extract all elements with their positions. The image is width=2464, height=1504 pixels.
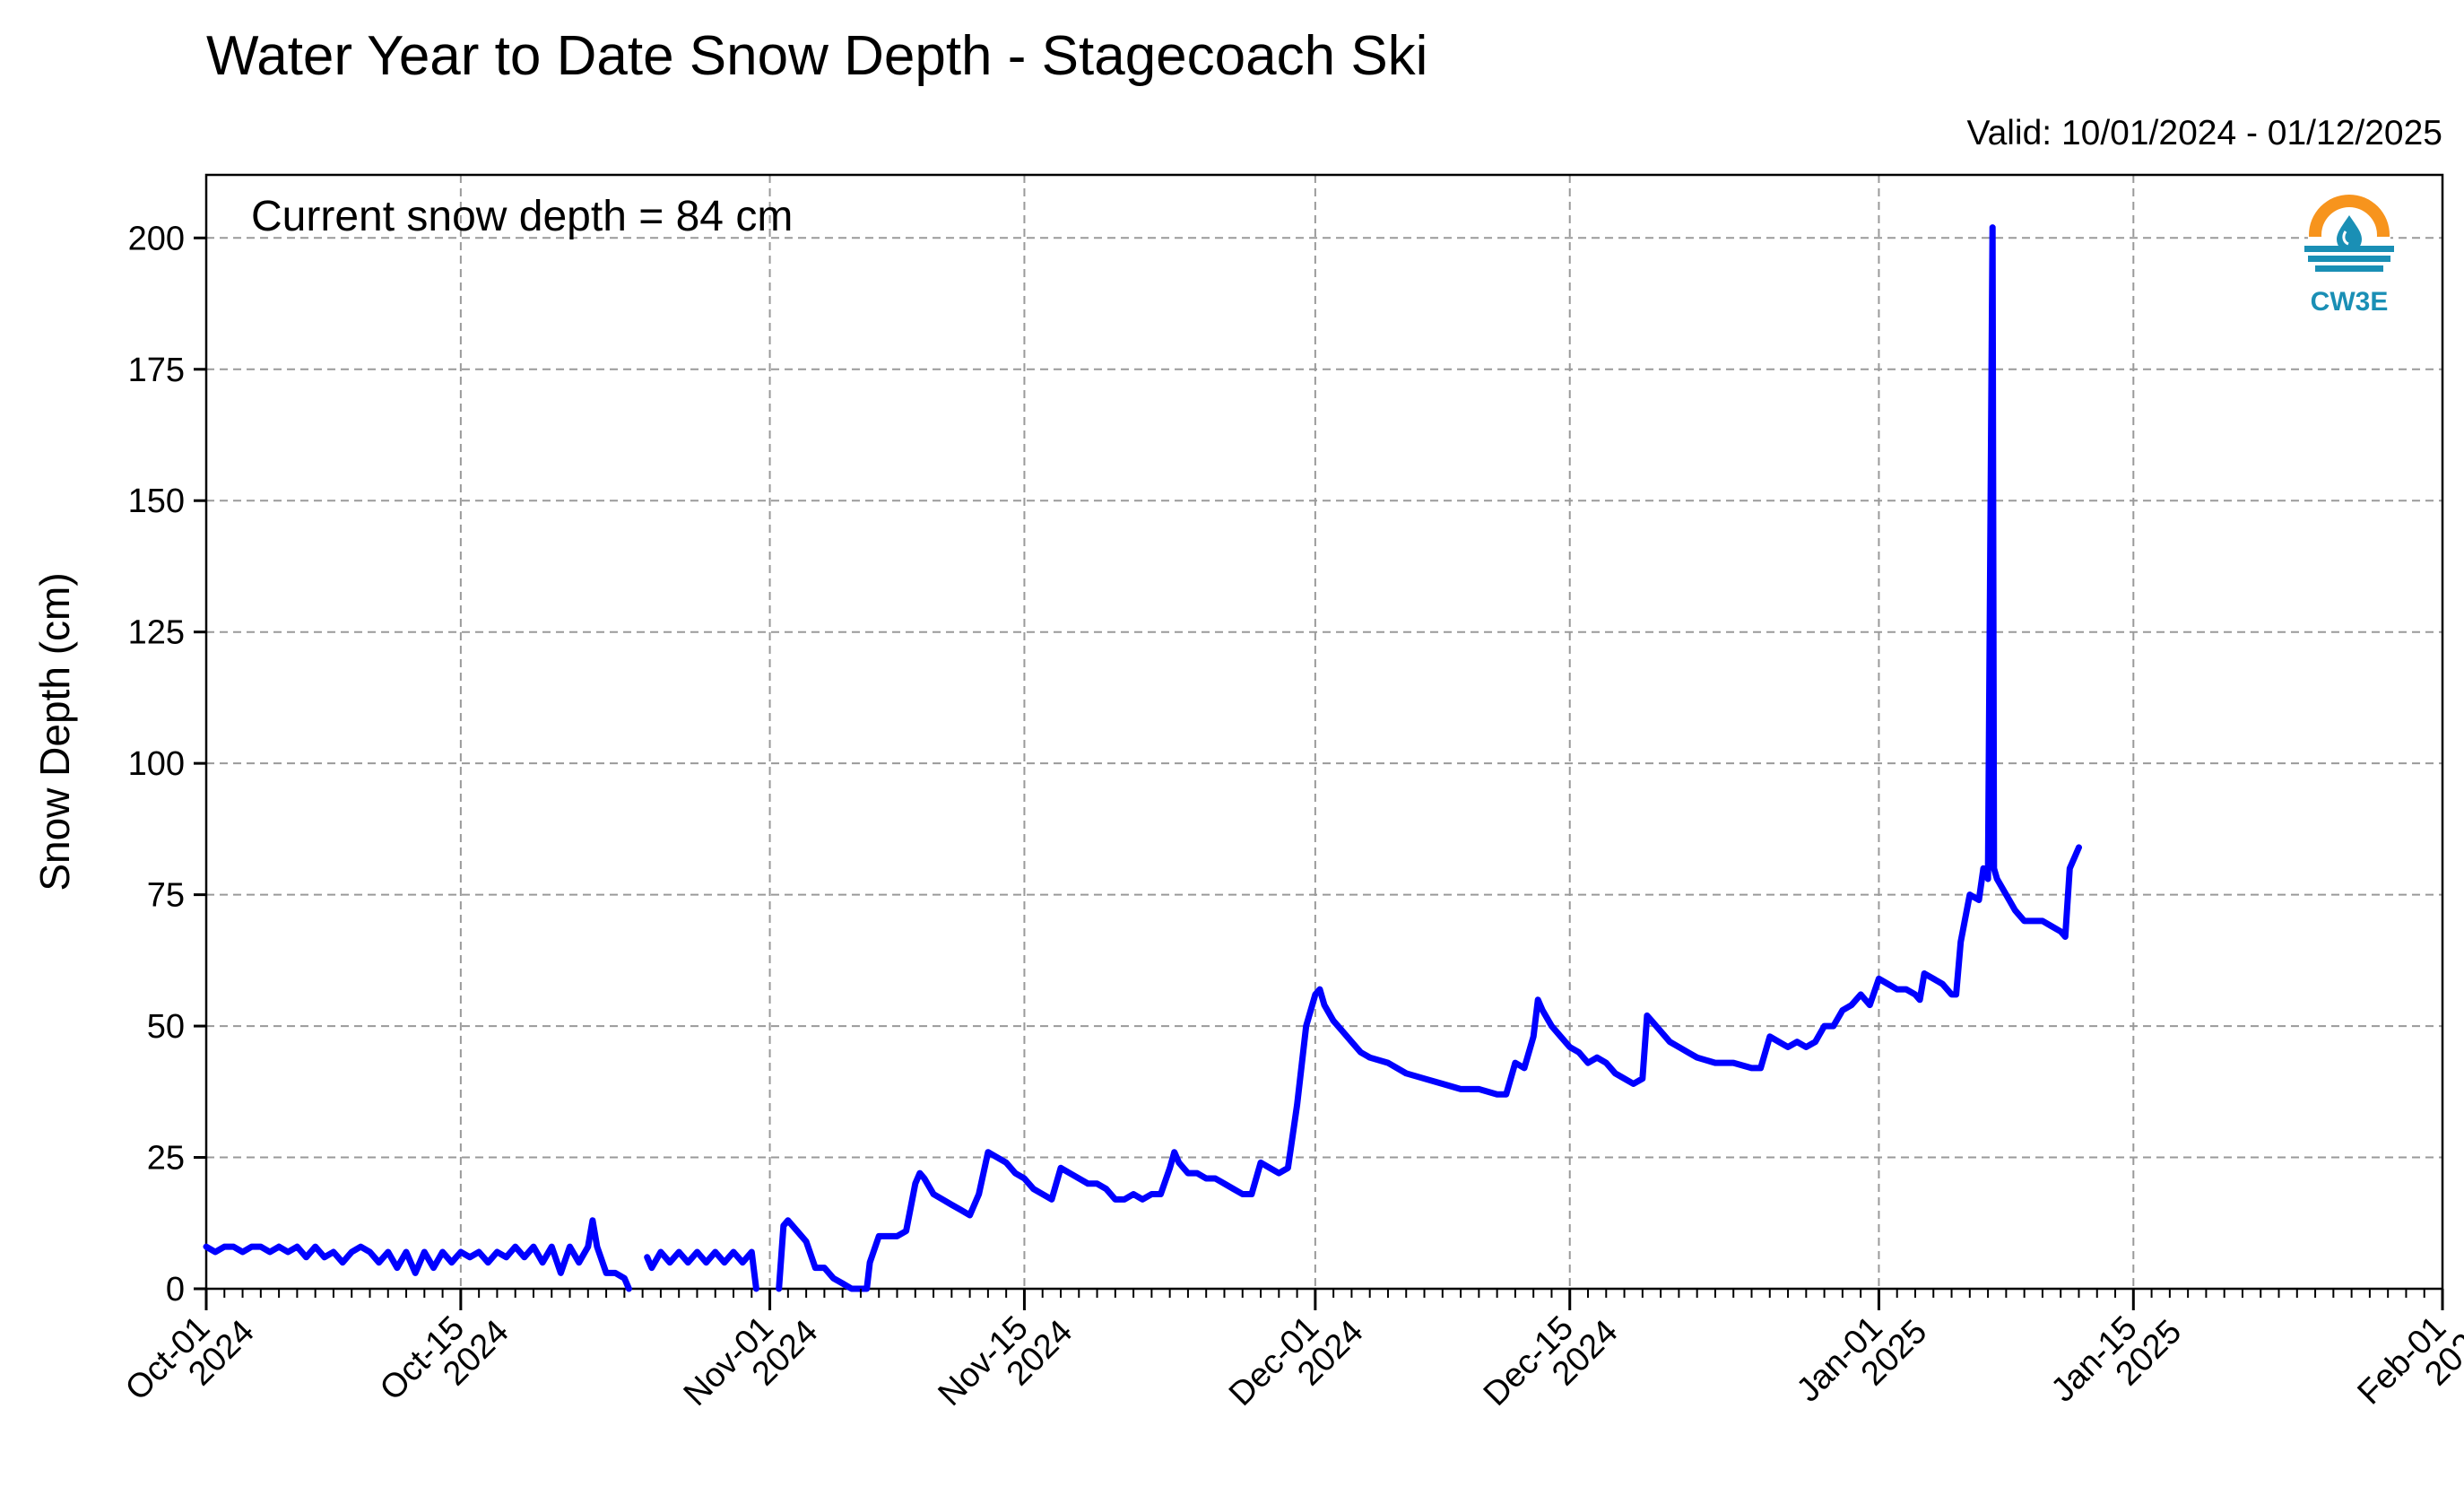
- y-tick-label: 150: [128, 482, 185, 520]
- y-axis-label: Snow Depth (cm): [31, 572, 78, 891]
- y-tick-label: 0: [166, 1271, 185, 1308]
- y-tick-label: 125: [128, 614, 185, 652]
- current-depth-annotation: Current snow depth = 84 cm: [251, 193, 793, 240]
- plot-frame: [204, 173, 2444, 1291]
- chart-title: Water Year to Date Snow Depth - Stagecoa…: [206, 25, 1427, 87]
- y-tick-label: 50: [147, 1008, 185, 1046]
- valid-date-label: Valid: 10/01/2024 - 01/12/2025: [1966, 114, 2442, 152]
- snow-depth-line: [203, 1217, 632, 1292]
- cw3e-logo: CW3E: [2304, 195, 2394, 317]
- y-tick-label: 75: [147, 877, 185, 915]
- snow-depth-line: [644, 1248, 759, 1292]
- y-tick-label: 100: [128, 745, 185, 783]
- y-tick-label: 175: [128, 352, 185, 389]
- y-tick-label: 25: [147, 1140, 185, 1178]
- y-tick-label: 200: [128, 220, 185, 257]
- grid-lines: [205, 175, 2443, 1290]
- snow-depth-line: [776, 224, 2082, 1292]
- y-tick-labels: 0 25 50 75 100 125 150 175 200: [128, 220, 185, 1308]
- series-layer: [203, 224, 2082, 1292]
- logo-text: CW3E: [2311, 287, 2389, 317]
- axis-ticks: [194, 236, 2444, 1310]
- water-drop-sun-icon: [2337, 215, 2362, 252]
